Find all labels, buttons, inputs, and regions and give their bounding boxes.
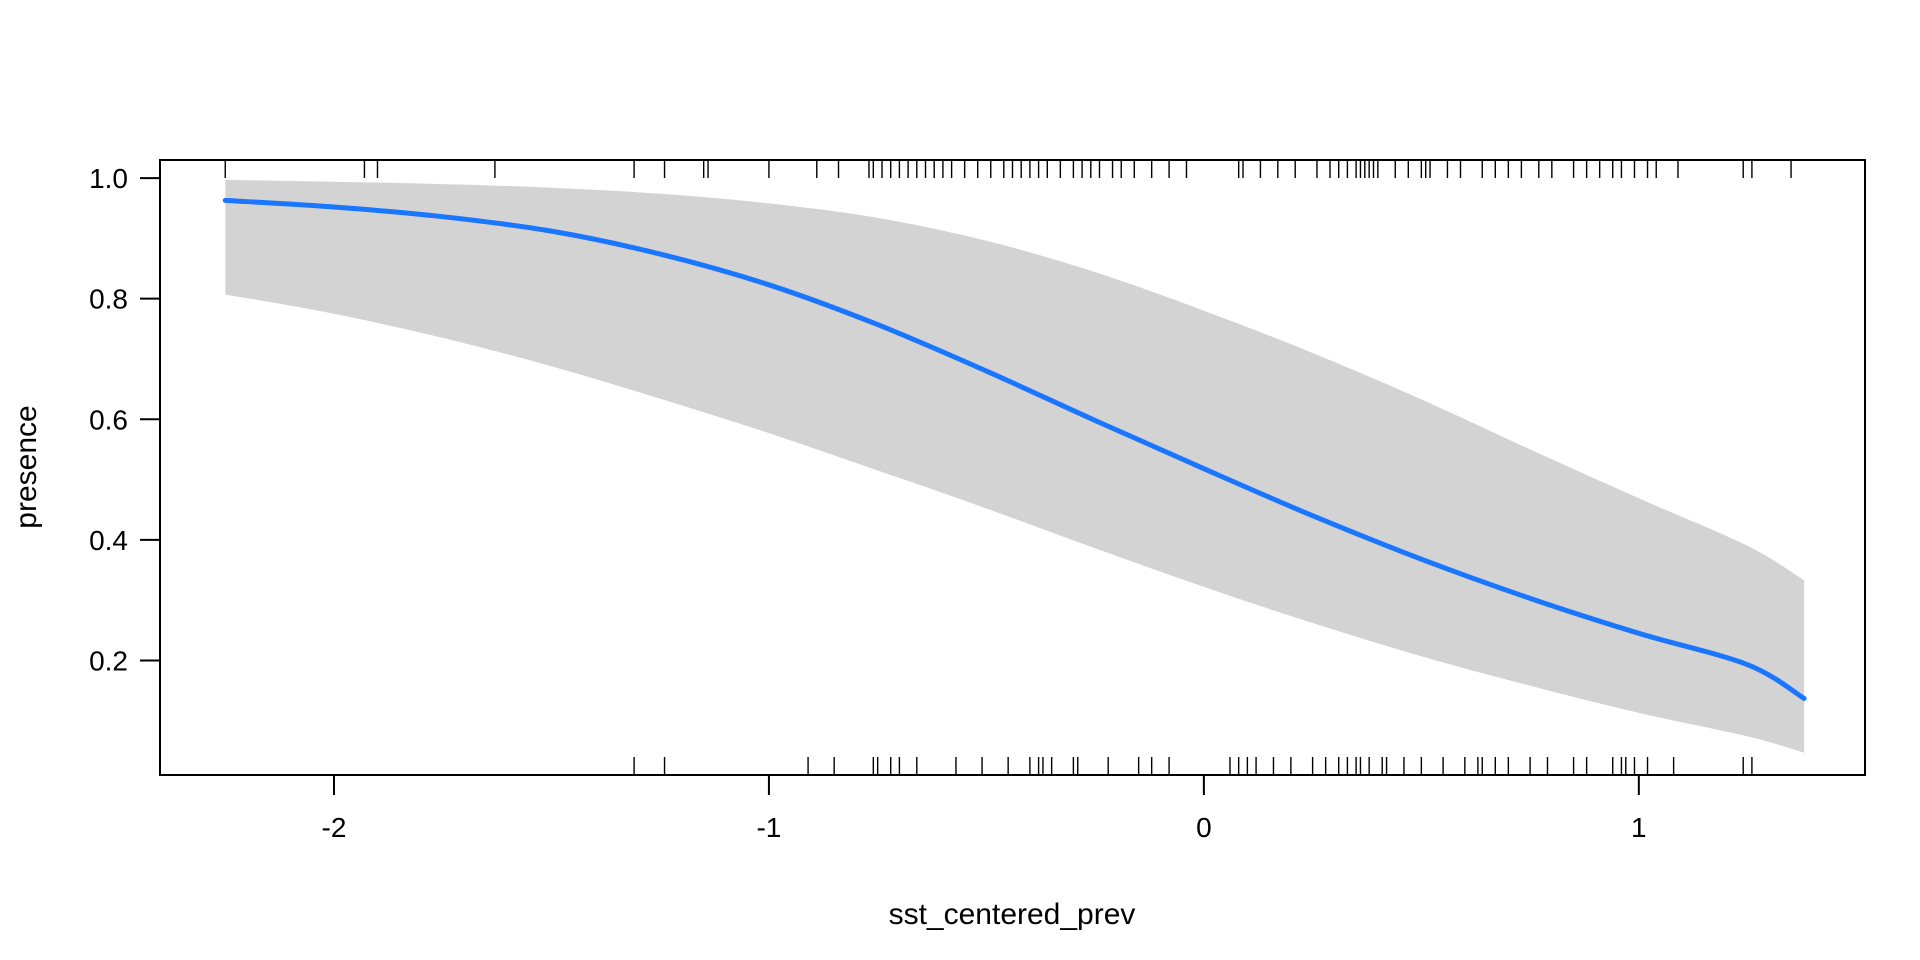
- x-axis: -2 -1 0 1: [322, 775, 1647, 843]
- x-tick-label: -1: [756, 812, 781, 843]
- x-tick-label: 1: [1631, 812, 1647, 843]
- x-tick-label: -2: [322, 812, 347, 843]
- rug-top: [224, 160, 1792, 178]
- y-tick-label: 0.4: [89, 525, 128, 556]
- x-axis-title: sst_centered_prev: [889, 898, 1136, 931]
- plot-frame: [159, 159, 1866, 776]
- y-tick-label: 1.0: [89, 163, 128, 194]
- x-tick-label: 0: [1196, 812, 1212, 843]
- y-axis-title: presence: [10, 405, 43, 528]
- y-axis: 0.2 0.4 0.6 0.8 1.0: [89, 163, 160, 676]
- rug-bottom: [633, 757, 1753, 775]
- plot-area: [222, 160, 1807, 775]
- fitted-line: [222, 197, 1807, 701]
- y-tick-label: 0.8: [89, 284, 128, 315]
- confidence-band: [225, 179, 1805, 753]
- y-tick-label: 0.2: [89, 645, 128, 676]
- y-tick-label: 0.6: [89, 404, 128, 435]
